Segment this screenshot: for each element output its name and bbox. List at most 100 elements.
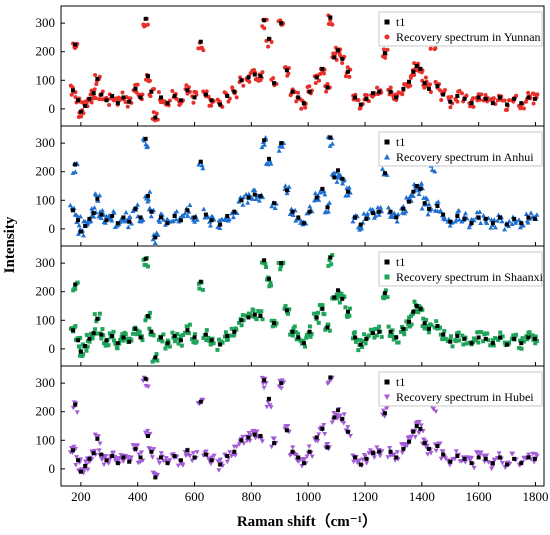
t1-point — [279, 21, 284, 26]
series-point — [382, 414, 388, 419]
series-point — [437, 441, 443, 446]
t1-point — [426, 86, 431, 91]
series-point — [533, 341, 538, 346]
t1-point — [290, 89, 295, 94]
series-point — [114, 456, 120, 461]
series-point — [365, 211, 371, 216]
t1-point — [172, 94, 177, 98]
y-tick-label: 0 — [49, 341, 56, 356]
series-point — [76, 222, 82, 228]
series-point — [464, 341, 469, 346]
series-point — [101, 462, 107, 468]
t1-point — [115, 341, 120, 346]
t1-point — [382, 411, 387, 416]
series-point — [340, 61, 345, 66]
t1-point — [143, 136, 148, 141]
series-point — [256, 198, 262, 203]
t1-point — [104, 218, 109, 223]
t1-point — [441, 212, 446, 217]
series-point — [412, 435, 418, 440]
series-point — [334, 179, 340, 184]
series-point — [88, 218, 94, 224]
t1-point — [99, 452, 104, 457]
t1-point — [198, 39, 203, 44]
t1-point — [83, 104, 88, 108]
series-point — [475, 330, 480, 335]
t1-point — [284, 188, 289, 193]
series-point — [317, 303, 322, 308]
series-point — [155, 473, 161, 478]
t1-point — [345, 429, 350, 434]
series-point — [226, 216, 232, 221]
series-point — [408, 83, 413, 88]
series-point — [343, 305, 348, 310]
t1-point — [377, 449, 382, 454]
series-point — [137, 460, 143, 465]
t1-point — [262, 378, 267, 383]
series-point — [390, 332, 395, 337]
series-point — [418, 423, 424, 428]
series-point — [161, 332, 166, 337]
series-point — [240, 434, 246, 440]
legend-box — [378, 251, 543, 287]
series-point — [151, 447, 157, 452]
t1-point — [203, 452, 208, 457]
series-point — [395, 211, 401, 217]
t1-point — [462, 216, 467, 221]
series-point — [111, 329, 116, 334]
t1-point — [336, 48, 341, 53]
t1-point — [388, 449, 393, 454]
t1-point — [320, 186, 325, 191]
t1-point — [441, 332, 446, 337]
series-point — [347, 74, 352, 79]
series-point — [321, 422, 327, 428]
series-point — [320, 303, 325, 308]
t1-point — [91, 211, 96, 216]
series-point — [273, 323, 278, 328]
series-point — [93, 96, 98, 101]
series-point — [448, 105, 453, 110]
series-point — [307, 84, 312, 89]
series-point — [333, 51, 338, 56]
series-point — [429, 167, 435, 172]
t1-point — [110, 214, 115, 218]
series-point — [402, 441, 408, 447]
series-point — [462, 459, 468, 465]
t1-point — [262, 18, 267, 23]
series-point — [383, 55, 388, 60]
series-point — [313, 80, 318, 85]
legend-series-label: Recovery spectrum in Hubei — [396, 390, 534, 404]
t1-point — [70, 448, 75, 453]
series-point — [481, 453, 487, 459]
t1-point — [99, 212, 104, 217]
series-point — [364, 461, 370, 466]
series-point — [150, 236, 156, 242]
t1-point — [377, 209, 382, 214]
series-point — [447, 222, 453, 228]
series-point — [492, 458, 498, 463]
series-point — [254, 317, 259, 322]
t1-point — [483, 96, 488, 101]
series-point — [468, 104, 473, 109]
t1-point — [232, 209, 237, 214]
series-point — [438, 325, 443, 330]
t1-point — [377, 89, 382, 94]
series-point — [215, 347, 220, 352]
t1-point — [192, 95, 197, 100]
series-point — [260, 317, 265, 322]
t1-point — [149, 209, 154, 214]
series-point — [304, 335, 309, 340]
series-point — [197, 286, 202, 291]
t1-point — [87, 456, 92, 461]
series-point — [483, 93, 488, 98]
series-point — [325, 209, 331, 214]
t1-point — [370, 211, 375, 216]
t1-point — [178, 338, 183, 343]
t1-point — [138, 335, 143, 340]
series-point — [374, 333, 379, 338]
series-point — [259, 309, 264, 314]
series-point — [394, 450, 400, 455]
series-point — [312, 190, 318, 196]
series-point — [217, 337, 222, 342]
